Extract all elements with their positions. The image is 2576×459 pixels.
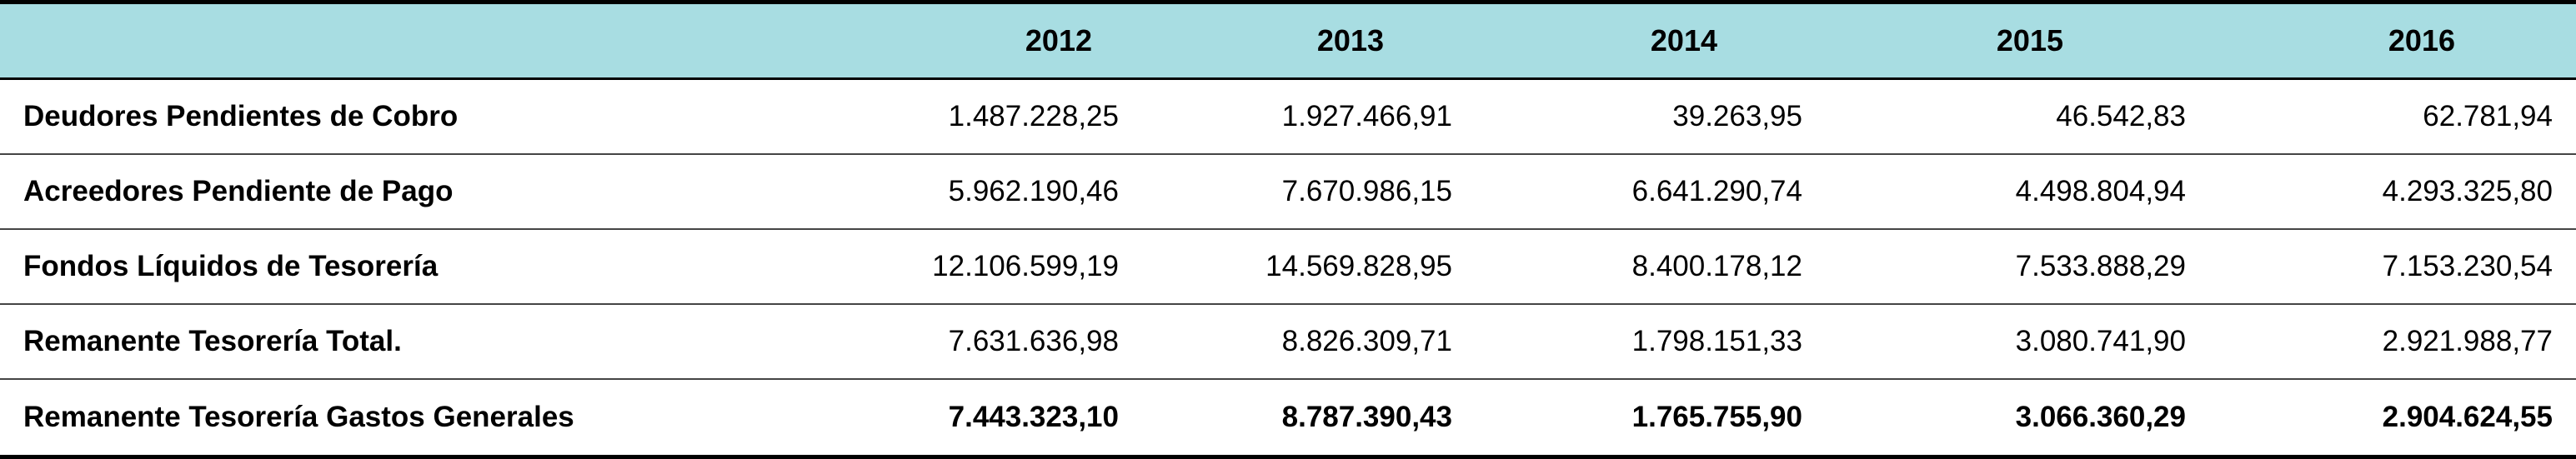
- cell-remanente-gastos-generales-2016: 2.904.624,55: [2209, 378, 2576, 459]
- cell-fondos-liquidos-2016: 7.153.230,54: [2209, 228, 2576, 305]
- cell-fondos-liquidos-2014: 8.400.178,12: [1476, 228, 1826, 305]
- row-label-fondos-liquidos: Fondos Líquidos de Tesorería: [0, 228, 834, 305]
- header-cell-empty: [0, 0, 834, 80]
- cell-remanente-total-2014: 1.798.151,33: [1476, 303, 1826, 380]
- cell-fondos-liquidos-2012: 12.106.599,19: [834, 228, 1142, 305]
- row-label-acreedores: Acreedores Pendiente de Pago: [0, 153, 834, 230]
- cell-remanente-gastos-generales-2014: 1.765.755,90: [1476, 378, 1826, 459]
- cell-fondos-liquidos-2013: 14.569.828,95: [1142, 228, 1476, 305]
- row-label-remanente-gastos-generales: Remanente Tesorería Gastos Generales: [0, 378, 834, 459]
- table-row-acreedores: Acreedores Pendiente de Pago 5.962.190,4…: [0, 153, 2576, 230]
- table-row-remanente-total: Remanente Tesorería Total. 7.631.636,98 …: [0, 303, 2576, 380]
- cell-acreedores-2012: 5.962.190,46: [834, 153, 1142, 230]
- header-label-2013: 2013: [1316, 23, 1384, 57]
- cell-remanente-gastos-generales-2012: 7.443.323,10: [834, 378, 1142, 459]
- table-row-deudores: Deudores Pendientes de Cobro 1.487.228,2…: [0, 78, 2576, 155]
- row-label-remanente-total: Remanente Tesorería Total.: [0, 303, 834, 380]
- cell-remanente-gastos-generales-2013: 8.787.390,43: [1142, 378, 1476, 459]
- cell-remanente-gastos-generales-2015: 3.066.360,29: [1826, 378, 2209, 459]
- table-header-row: 2012 2013 2014 2015 2016: [0, 0, 2576, 80]
- cell-deudores-2015: 46.542,83: [1826, 78, 2209, 155]
- header-cell-2015: 2015: [1826, 0, 2209, 80]
- cell-deudores-2013: 1.927.466,91: [1142, 78, 1476, 155]
- cell-remanente-total-2016: 2.921.988,77: [2209, 303, 2576, 380]
- cell-acreedores-2014: 6.641.290,74: [1476, 153, 1826, 230]
- header-cell-2012: 2012: [834, 0, 1142, 80]
- cell-deudores-2012: 1.487.228,25: [834, 78, 1142, 155]
- cell-acreedores-2015: 4.498.804,94: [1826, 153, 2209, 230]
- cell-fondos-liquidos-2015: 7.533.888,29: [1826, 228, 2209, 305]
- header-label-2016: 2016: [2388, 23, 2455, 57]
- header-cell-2013: 2013: [1142, 0, 1476, 80]
- cell-acreedores-2013: 7.670.986,15: [1142, 153, 1476, 230]
- header-label-2015: 2015: [1996, 23, 2063, 57]
- header-cell-2014: 2014: [1476, 0, 1826, 80]
- cell-remanente-total-2015: 3.080.741,90: [1826, 303, 2209, 380]
- cell-remanente-total-2012: 7.631.636,98: [834, 303, 1142, 380]
- table-row-fondos-liquidos: Fondos Líquidos de Tesorería 12.106.599,…: [0, 228, 2576, 305]
- table-row-remanente-gastos-generales: Remanente Tesorería Gastos Generales 7.4…: [0, 378, 2576, 459]
- header-label-2012: 2012: [1025, 23, 1092, 57]
- cell-deudores-2014: 39.263,95: [1476, 78, 1826, 155]
- cell-acreedores-2016: 4.293.325,80: [2209, 153, 2576, 230]
- header-cell-2016: 2016: [2209, 0, 2576, 80]
- row-label-deudores: Deudores Pendientes de Cobro: [0, 78, 834, 155]
- cell-remanente-total-2013: 8.826.309,71: [1142, 303, 1476, 380]
- cell-deudores-2016: 62.781,94: [2209, 78, 2576, 155]
- header-label-2014: 2014: [1650, 23, 1717, 57]
